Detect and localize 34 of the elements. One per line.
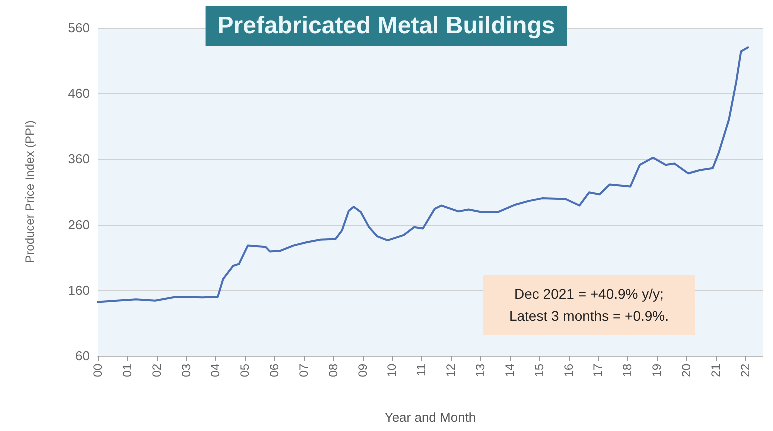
x-tick-label: 22 xyxy=(738,364,752,378)
x-tick-label: 09 xyxy=(356,364,370,378)
x-tick-label: 14 xyxy=(502,364,517,378)
x-tick-label: 02 xyxy=(150,364,164,378)
x-tick-label: 01 xyxy=(120,364,134,378)
y-axis-title: Producer Price Index (PPI) xyxy=(23,120,37,264)
x-tick-label: 05 xyxy=(238,364,252,378)
y-tick-label: 460 xyxy=(68,86,90,102)
x-tick-label: 20 xyxy=(679,364,694,378)
x-tick-label: 11 xyxy=(414,364,429,376)
y-tick-label: 360 xyxy=(68,152,90,167)
x-tick-label: 12 xyxy=(444,364,458,378)
y-tick-label: 260 xyxy=(68,217,90,232)
x-axis-title: Year and Month xyxy=(384,410,476,425)
y-tick-label: 160 xyxy=(68,282,90,298)
chart-title: Prefabricated Metal Buildings xyxy=(218,12,556,40)
x-tick-label: 19 xyxy=(650,364,664,378)
x-tick-label: 03 xyxy=(179,364,194,378)
x-tick-label: 18 xyxy=(620,364,635,378)
x-tick-label: 13 xyxy=(474,364,488,378)
x-tick-label: 17 xyxy=(591,364,606,378)
y-tick-label: 60 xyxy=(76,348,90,364)
x-tick-label: 08 xyxy=(326,364,340,378)
x-tick-label: 10 xyxy=(385,364,400,378)
x-tick-label: 16 xyxy=(562,364,576,378)
x-tick-label: 07 xyxy=(296,364,311,378)
y-tick-label: 560 xyxy=(68,20,90,36)
note-panel: Dec 2021 = +40.9% y/y; Latest 3 months = +0.9%. xyxy=(483,275,695,335)
x-tick-label: 06 xyxy=(268,364,282,378)
x-tick-label: 15 xyxy=(532,364,546,378)
x-tick-label: 04 xyxy=(208,364,223,378)
x-tick-label: 00 xyxy=(91,364,105,378)
line-series xyxy=(97,46,750,304)
x-tick-label: 21 xyxy=(708,364,723,378)
